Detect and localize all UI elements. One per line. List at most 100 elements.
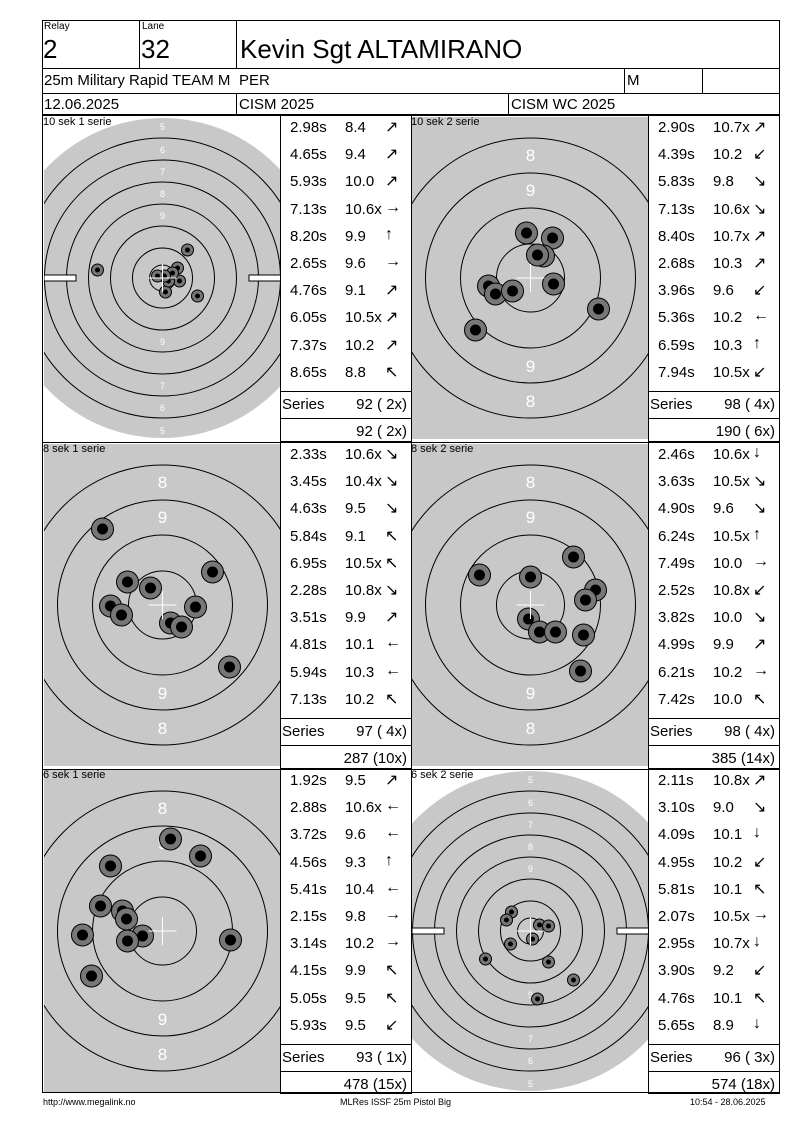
series-total-label: Series (282, 723, 325, 740)
shot-time: 7.42s (658, 690, 695, 708)
shot-direction-icon: ↘ (385, 500, 399, 518)
shot-direction-icon: ↘ (753, 173, 767, 191)
shot-score: 10.2 (713, 663, 743, 681)
shot-time: 4.39s (658, 146, 695, 164)
shot-time: 4.65s (290, 146, 327, 164)
shot-score: 10.3 (713, 255, 743, 272)
shot-direction-icon: ↑ (385, 225, 393, 243)
shot-direction-icon: ↘ (753, 200, 767, 218)
svg-text:5: 5 (528, 1079, 533, 1089)
divider (624, 68, 625, 93)
shot-row: 2.88s 10.6x ← (280, 797, 411, 826)
shot-row: 6.95s 10.5x ↖ (280, 555, 411, 582)
shot-row: 4.76s 9.1 ↗ (280, 282, 411, 309)
shot-score: 10.8x (713, 582, 750, 599)
shot-time: 3.10s (658, 799, 695, 817)
relay-label: Relay (44, 21, 70, 32)
divider (648, 418, 780, 419)
shot-score: 10.7x (713, 935, 750, 953)
shot-row: 2.65s 9.6 → (280, 253, 411, 282)
svg-text:8: 8 (526, 392, 535, 411)
svg-text:9: 9 (160, 211, 165, 221)
shot-row: 6.59s 10.3 ↑ (648, 334, 779, 364)
shot-direction-icon: ↖ (753, 989, 767, 1007)
shot-direction-icon: ↖ (385, 989, 399, 1007)
shot-direction-icon: ↘ (753, 609, 767, 627)
shot-direction-icon: ↑ (753, 334, 761, 352)
shot-time: 2.11s (658, 772, 694, 789)
shooter-name: Kevin Sgt ALTAMIRANO (240, 34, 523, 64)
shot-score: 9.2 (713, 962, 734, 980)
shot-row: 3.63s 10.5x ↘ (648, 473, 779, 500)
shot-row: 6.21s 10.2 → (648, 662, 779, 691)
shot-time: 2.90s (658, 119, 695, 136)
shot-score: 10.1 (713, 989, 743, 1007)
shot-row: 5.65s 8.9 ↓ (648, 1014, 779, 1044)
svg-text:8: 8 (526, 719, 535, 738)
divider (648, 718, 780, 719)
target-image: 5 6 7 8 9 9 7 6 5 (44, 117, 281, 439)
shot-score: 9.1 (345, 282, 366, 300)
shot-score: 9.9 (345, 227, 366, 245)
shot-score: 10.6x (345, 200, 382, 218)
shot-time: 4.15s (290, 962, 327, 980)
shot-time: 3.45s (290, 473, 327, 491)
shot-direction-icon: ↗ (753, 636, 767, 654)
shot-row: 2.15s 9.8 → (280, 906, 411, 935)
divider (236, 93, 237, 115)
shot-direction-icon: ← (385, 634, 401, 652)
shot-time: 7.49s (658, 554, 695, 572)
date: 12.06.2025 (44, 96, 120, 113)
shot-row: 3.90s 9.2 ↙ (648, 962, 779, 989)
shot-row: 2.07s 10.5x → (648, 906, 779, 935)
shot-score: 9.5 (345, 772, 366, 789)
svg-text:7: 7 (528, 1034, 533, 1044)
shot-direction-icon: ← (385, 797, 401, 815)
shot-row: 3.96s 9.6 ↙ (648, 282, 779, 309)
shot-score: 10.5x (345, 309, 382, 327)
svg-text:8: 8 (158, 1045, 167, 1064)
team-code: PER (239, 72, 270, 89)
divider (42, 68, 780, 69)
shot-row: 5.83s 9.8 ↘ (648, 173, 779, 200)
shot-score: 10.0 (713, 609, 743, 627)
shot-time: 8.40s (658, 227, 695, 245)
series-total-label: Series (282, 1049, 325, 1066)
shot-direction-icon: ↑ (385, 851, 393, 869)
svg-text:9: 9 (528, 990, 533, 1000)
shot-time: 6.21s (658, 663, 695, 681)
shot-score: 10.2 (345, 336, 375, 354)
shot-time: 4.95s (658, 853, 695, 871)
shot-score: 10.6x (345, 446, 382, 463)
target-image: 5 6 7 8 9 9 7 6 5 (412, 770, 649, 1092)
shot-time: 2.65s (290, 255, 327, 272)
shot-row: 6.24s 10.5x ↑ (648, 526, 779, 555)
target-image: 8 9 9 8 (44, 444, 281, 766)
shot-direction-icon: ↙ (753, 363, 767, 381)
shot-time: 3.51s (290, 609, 327, 627)
svg-text:7: 7 (160, 381, 165, 391)
shot-direction-icon: ↙ (385, 1016, 399, 1034)
shot-direction-icon: ↙ (753, 853, 767, 871)
footer-timestamp: 10:54 - 28.06.2025 (690, 1097, 766, 1107)
shot-row: 2.95s 10.7x ↓ (648, 933, 779, 962)
shot-time: 7.13s (290, 690, 327, 708)
shot-time: 6.59s (658, 336, 695, 354)
svg-text:9: 9 (526, 357, 535, 376)
svg-text:8: 8 (526, 473, 535, 492)
series-label: 10 sek 1 serie (43, 116, 112, 128)
shot-time: 3.96s (658, 282, 695, 300)
shot-score: 10.2 (713, 309, 743, 327)
shot-row: 5.81s 10.1 ↖ (648, 881, 779, 908)
shot-direction-icon: ↓ (753, 1014, 761, 1032)
shot-row: 4.90s 9.6 ↘ (648, 500, 779, 527)
svg-text:5: 5 (160, 426, 165, 436)
shot-time: 6.24s (658, 527, 695, 545)
shot-score: 10.0 (713, 554, 743, 572)
header-box (42, 20, 780, 115)
svg-text:9: 9 (160, 337, 165, 347)
shot-direction-icon: → (385, 253, 401, 270)
shot-score: 10.2 (713, 853, 743, 871)
svg-text:8: 8 (158, 473, 167, 492)
footer-url[interactable]: http://www.megalink.no (43, 1097, 136, 1107)
